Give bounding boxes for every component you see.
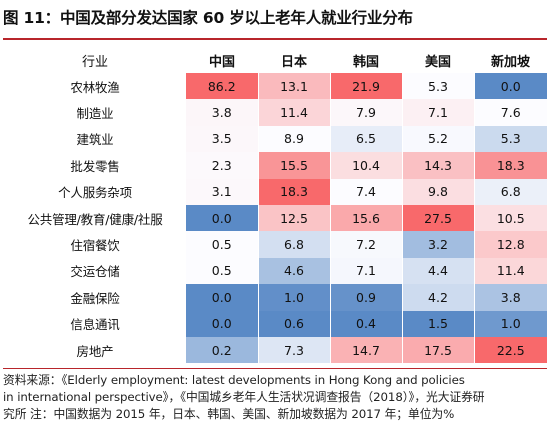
heatmap-table: 行业 中国 日本 韩国 美国 新加坡 农林牧渔 86.2 13.1 21.9 5.3 0.… [4,47,547,364]
row-label: 制造业 [76,106,114,122]
value-cell: 6.5 [330,125,403,153]
row-label: 住宿餐饮 [70,238,120,254]
value-cell: 0.2 [186,336,259,364]
value-cell: 17.5 [402,336,475,364]
value-cell: 3.8 [186,99,259,126]
value-cell: 0.4 [330,310,403,337]
source-line-3: 究所 注：中国数据为 2015 年，日本、韩国、美国、新加坡数据为 2017 年… [3,407,455,421]
figure-title: 图 11：中国及部分发达国家 60 岁以上老年人就业行业分布 [3,9,413,27]
value-cell: 8.9 [258,125,331,153]
value-cell: 1.0 [474,310,547,337]
value-cell: 7.3 [258,336,331,364]
value-cell: 86.2 [186,73,259,100]
value-cell: 10.5 [474,204,547,232]
table-row: 信息通讯 0.0 0.6 0.4 1.5 1.0 [4,310,547,337]
table-row: 房地产 0.2 7.3 14.7 17.5 22.5 [4,336,547,364]
value-cell: 3.8 [474,284,547,311]
value-cell: 0.6 [258,310,331,337]
table-row: 金融保险 0.0 1.0 0.9 4.2 3.8 [4,284,547,311]
value-cell: 5.2 [402,125,475,153]
row-label: 建筑业 [76,132,114,148]
value-cell: 1.5 [402,310,475,337]
value-cell: 12.5 [258,204,331,232]
value-cell: 4.2 [402,284,475,311]
header-country: 韩国 [352,54,379,70]
header-country: 美国 [424,54,451,70]
value-cell: 10.4 [330,152,403,179]
row-label: 房地产 [76,343,114,359]
source-note: 资料来源：《Elderly employment: latest develop… [3,372,547,423]
header-country: 日本 [280,54,307,70]
table-row: 制造业 3.8 11.4 7.9 7.1 7.6 [4,99,547,126]
row-label: 批发零售 [70,158,120,174]
value-cell: 4.6 [258,257,331,285]
row-label: 金融保险 [70,290,120,306]
table-row: 交运仓储 0.5 4.6 7.1 4.4 11.4 [4,257,547,285]
value-cell: 6.8 [258,231,331,258]
row-label: 个人服务杂项 [58,185,132,201]
row-label: 交运仓储 [70,264,120,280]
value-cell: 3.1 [186,178,259,205]
source-line-1: 资料来源：《Elderly employment: latest develop… [3,373,465,387]
table-row: 个人服务杂项 3.1 18.3 7.4 9.8 6.8 [4,178,547,205]
header-row: 行业 中国 日本 韩国 美国 新加坡 [4,47,547,73]
value-cell: 11.4 [474,257,547,285]
value-cell: 14.7 [330,336,403,364]
value-cell: 27.5 [402,204,475,232]
value-cell: 14.3 [402,152,475,179]
source-line-2: in international perspective》，《中国城乡老年人生活… [3,390,485,404]
header-country: 中国 [208,54,235,70]
value-cell: 15.5 [258,152,331,179]
value-cell: 6.8 [474,178,547,205]
table-row: 住宿餐饮 0.5 6.8 7.2 3.2 12.8 [4,231,547,258]
value-cell: 3.5 [186,125,259,153]
table-row: 批发零售 2.3 15.5 10.4 14.3 18.3 [4,152,547,179]
value-cell: 0.0 [186,284,259,311]
row-label: 信息通讯 [70,317,120,333]
value-cell: 12.8 [474,231,547,258]
value-cell: 1.0 [258,284,331,311]
footer-rule [3,368,547,369]
value-cell: 18.3 [474,152,547,179]
value-cell: 5.3 [474,125,547,153]
value-cell: 0.0 [186,204,259,232]
value-cell: 9.8 [402,178,475,205]
value-cell: 11.4 [258,99,331,126]
header-industry: 行业 [81,54,108,70]
value-cell: 7.1 [402,99,475,126]
value-cell: 21.9 [330,73,403,100]
row-label: 公共管理/教育/健康/社服 [27,211,163,227]
value-cell: 0.5 [186,231,259,258]
top-rule [3,38,547,40]
table-row: 农林牧渔 86.2 13.1 21.9 5.3 0.0 [4,73,547,100]
value-cell: 5.3 [402,73,475,100]
value-cell: 18.3 [258,178,331,205]
value-cell: 2.3 [186,152,259,179]
header-country: 新加坡 [490,54,530,70]
value-cell: 7.2 [330,231,403,258]
value-cell: 0.5 [186,257,259,285]
value-cell: 0.0 [186,310,259,337]
table-row: 建筑业 3.5 8.9 6.5 5.2 5.3 [4,125,547,153]
table-row: 公共管理/教育/健康/社服 0.0 12.5 15.6 27.5 10.5 [4,204,547,232]
value-cell: 0.9 [330,284,403,311]
value-cell: 4.4 [402,257,475,285]
value-cell: 7.9 [330,99,403,126]
value-cell: 7.4 [330,178,403,205]
value-cell: 22.5 [474,336,547,364]
table-body: 农林牧渔 86.2 13.1 21.9 5.3 0.0 制造业 3.8 11.4 7.9 7.1 7.… [4,73,547,364]
value-cell: 7.1 [330,257,403,285]
value-cell: 13.1 [258,73,331,100]
value-cell: 7.6 [474,99,547,126]
value-cell: 3.2 [402,231,475,258]
value-cell: 0.0 [474,73,547,100]
row-label: 农林牧渔 [70,79,120,95]
value-cell: 15.6 [330,204,403,232]
